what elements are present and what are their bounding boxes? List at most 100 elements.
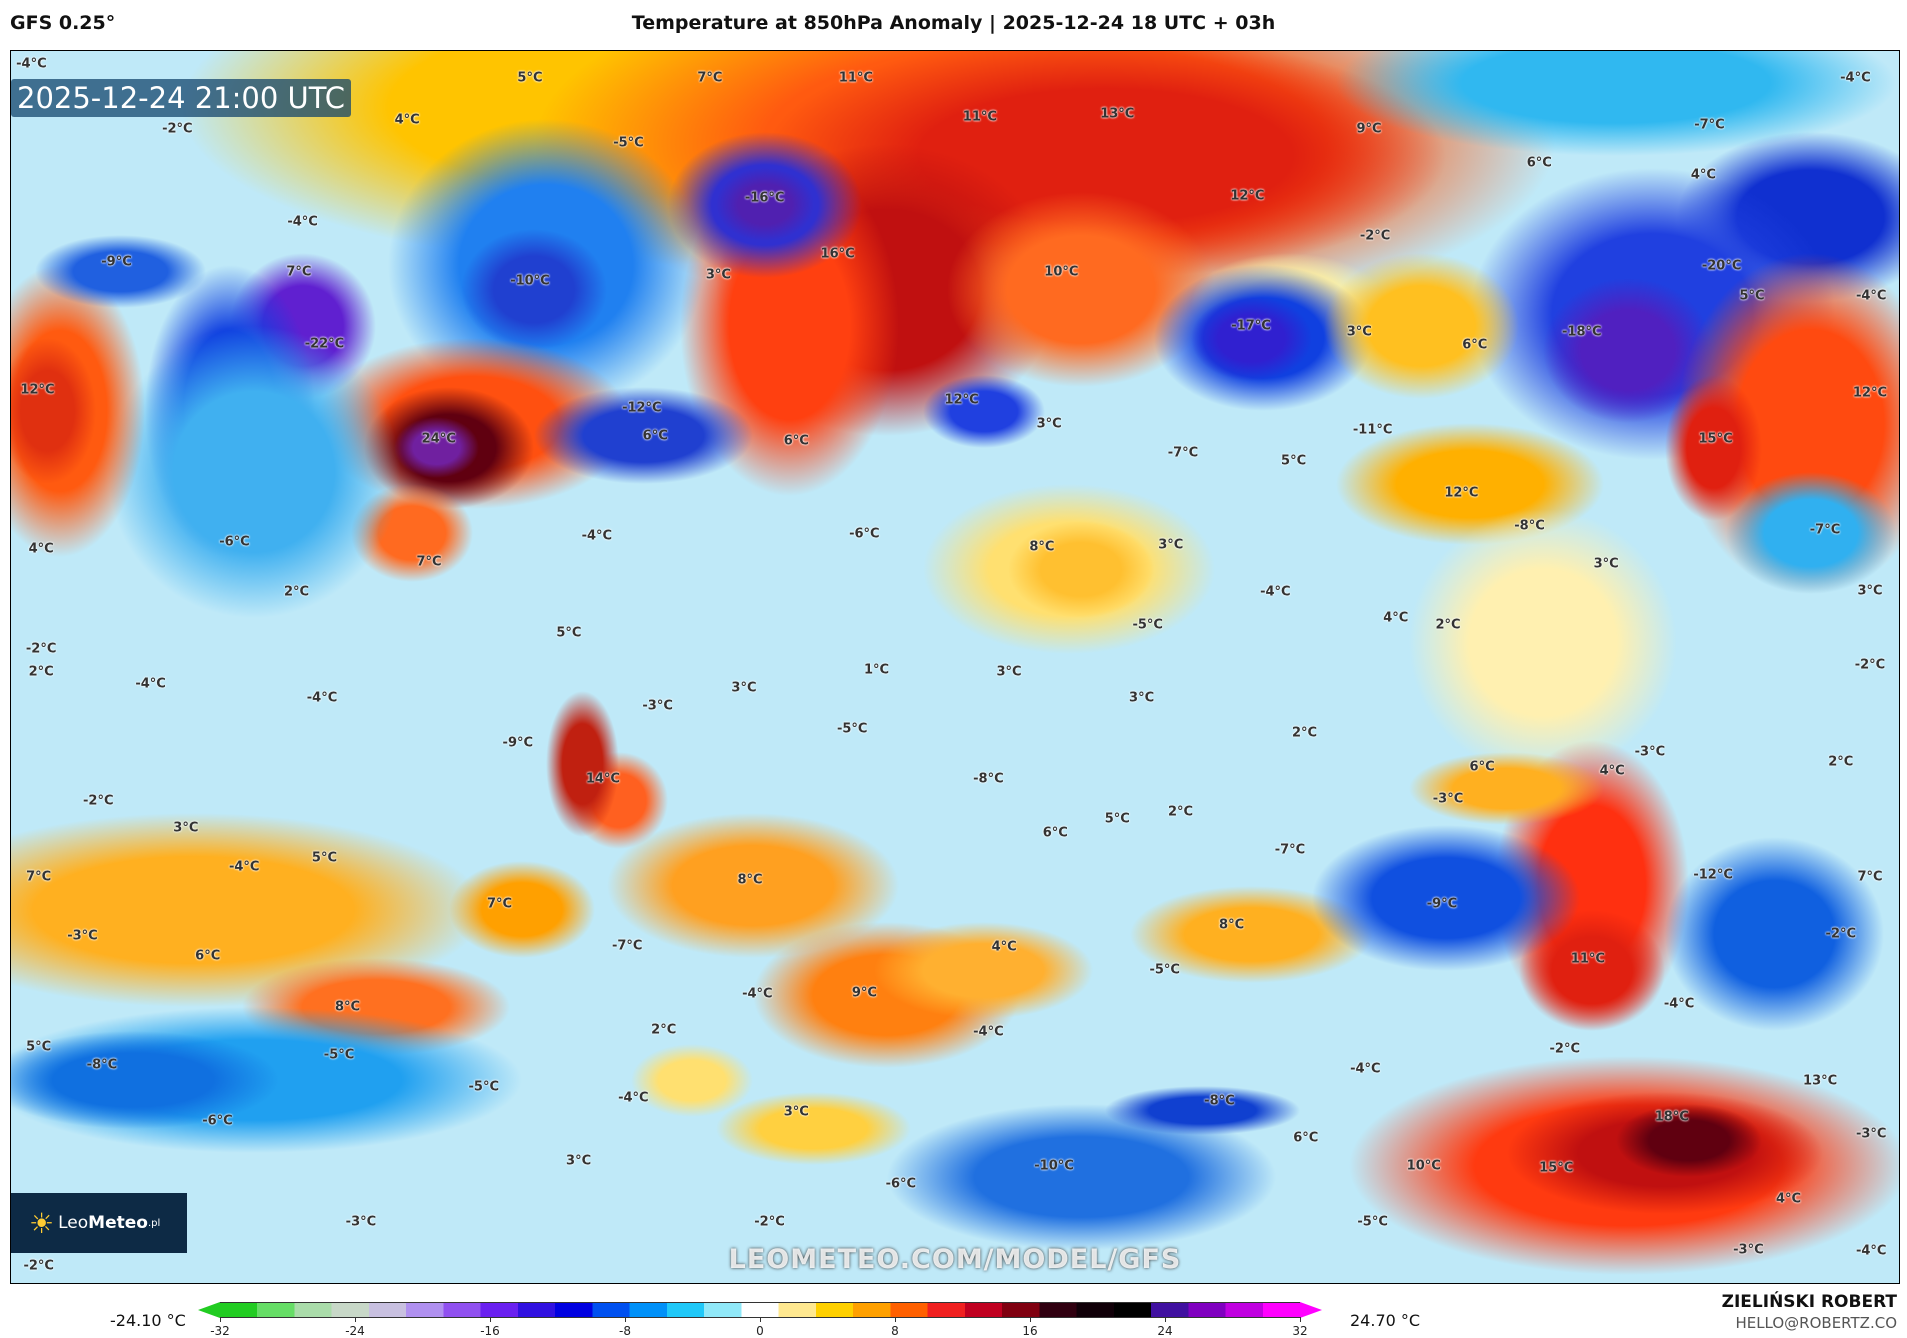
temperature-label: 2°C <box>651 1022 677 1038</box>
temperature-label: 6°C <box>1526 155 1552 171</box>
colorbar-max-arrow <box>1300 1302 1322 1318</box>
temperature-label: 8°C <box>1029 539 1055 555</box>
colorbar-tick-label: 16 <box>1022 1324 1038 1338</box>
temperature-label: 3°C <box>783 1104 809 1120</box>
temperature-label: 3°C <box>731 680 757 696</box>
temperature-label: -2°C <box>162 121 193 137</box>
temperature-label: 12°C <box>944 392 979 408</box>
temperature-label: -4°C <box>287 214 318 230</box>
temperature-label: 6°C <box>1462 337 1488 353</box>
temperature-label: 8°C <box>335 999 361 1015</box>
temperature-label: 7°C <box>416 554 442 570</box>
anomaly-region <box>923 374 1045 448</box>
anomaly-region <box>1190 295 1313 381</box>
temperature-label: 3°C <box>1593 556 1619 572</box>
temperature-label: -7°C <box>1694 117 1725 133</box>
temperature-label: 16°C <box>820 246 855 262</box>
field-max-value: 24.70 °C <box>1350 1311 1421 1330</box>
anomaly-region <box>1725 472 1896 594</box>
temperature-label: 2°C <box>1292 725 1318 741</box>
temperature-label: 6°C <box>783 433 809 449</box>
valid-time-badge: 2025-12-24 21:00 UTC <box>11 79 352 117</box>
temperature-label: 8°C <box>737 872 763 888</box>
temperature-label: -20°C <box>1701 258 1742 274</box>
anomaly-region <box>1409 508 1677 777</box>
temperature-label: -11°C <box>1352 422 1393 438</box>
temperature-label: -4°C <box>973 1024 1004 1040</box>
temperature-label: 6°C <box>642 428 668 444</box>
temperature-label: -17°C <box>1231 318 1271 334</box>
temperature-label: 13°C <box>1100 106 1135 122</box>
author-email[interactable]: HELLO@ROBERTZ.CO <box>1735 1314 1897 1332</box>
temperature-label: 12°C <box>20 382 55 398</box>
colorbar-tick-label: -24 <box>345 1324 365 1338</box>
anomaly-region <box>448 861 595 959</box>
temperature-label: -2°C <box>1854 657 1886 673</box>
temperature-label: 6°C <box>1042 825 1068 841</box>
sun-icon: ☀ <box>29 1206 55 1240</box>
anomaly-region <box>1616 1104 1763 1178</box>
anomaly-region <box>394 417 480 479</box>
colorbar-tick-label: -16 <box>480 1324 500 1338</box>
temperature-label: -3°C <box>1733 1242 1764 1258</box>
temperature-label: 3°C <box>1346 324 1372 340</box>
anomaly-region <box>1105 1086 1300 1135</box>
temperature-label: -2°C <box>23 1258 54 1274</box>
temperature-label: -16°C <box>744 190 785 206</box>
temperature-label: -4°C <box>1663 996 1695 1012</box>
temperature-label: 4°C <box>991 939 1017 955</box>
temperature-label: 3°C <box>1158 537 1184 553</box>
model-name: GFS 0.25° <box>10 12 116 34</box>
leometeo-logo[interactable]: ☀ Leo Meteo .pl <box>11 1193 187 1253</box>
anomaly-region <box>108 326 401 618</box>
map-title: Temperature at 850hPa Anomaly | 2025-12-… <box>631 12 1276 34</box>
anomaly-region <box>1324 253 1519 400</box>
temperature-label: 1°C <box>863 662 890 678</box>
temperature-label: 5°C <box>1739 288 1765 304</box>
temperature-label: 10°C <box>1406 1158 1441 1174</box>
weather-map: -4°C 5°C 7°C 11°C -4°C -2°C 4°C 11°C 13°C 9°C -7°C… <box>10 50 1900 1284</box>
temperature-label: -9°C <box>502 735 534 751</box>
temperature-label: -4°C <box>742 986 773 1002</box>
temperature-label: -22°C <box>304 336 345 352</box>
temperature-label: 5°C <box>1281 453 1307 469</box>
temperature-label: -4°C <box>581 528 613 544</box>
colorbar-tick-label: 0 <box>756 1324 764 1338</box>
temperature-label: -4°C <box>306 690 338 706</box>
colorbar-tick-mark <box>1165 1317 1166 1322</box>
temperature-label: 11°C <box>1570 951 1605 967</box>
temperature-label: 7°C <box>1857 869 1883 885</box>
temperature-label: 4°C <box>1775 1191 1802 1207</box>
temperature-label: -2°C <box>1549 1041 1581 1057</box>
temperature-label: -4°C <box>135 676 166 692</box>
temperature-label: -2°C <box>1825 926 1857 942</box>
temperature-label: 5°C <box>556 625 582 641</box>
temperature-label: -4°C <box>228 859 260 875</box>
temperature-label: -10°C <box>1034 1158 1074 1174</box>
temperature-label: 14°C <box>585 771 620 787</box>
colorbar-tick-mark <box>895 1317 896 1322</box>
field-min-value: -24.10 °C <box>110 1311 186 1330</box>
temperature-label: -6°C <box>849 526 880 542</box>
temperature-label: -8°C <box>1204 1093 1235 1109</box>
temperature-label: 3°C <box>705 267 731 283</box>
temperature-label: -7°C <box>611 938 643 954</box>
temperature-label: 4°C <box>1690 167 1716 183</box>
temperature-label: 13°C <box>1803 1073 1838 1089</box>
colorbar-tick-mark <box>1300 1317 1301 1322</box>
temperature-label: -9°C <box>1426 896 1458 912</box>
temperature-label: 3°C <box>1857 583 1883 599</box>
temperature-label: 4°C <box>28 541 54 557</box>
colorbar-tick-label: 32 <box>1292 1324 1308 1338</box>
temperature-label: 9°C <box>1356 121 1382 137</box>
temperature-label: 3°C <box>566 1153 592 1169</box>
temperature-label: 5°C <box>1104 811 1130 827</box>
anomaly-region <box>716 168 814 242</box>
temperature-label: 2°C <box>1828 754 1854 770</box>
logo-text-bold: Meteo <box>88 1213 148 1233</box>
colorbar-tick-label: 8 <box>891 1324 899 1338</box>
temperature-label: 3°C <box>996 664 1022 680</box>
temperature-label: -2°C <box>1359 228 1391 244</box>
temperature-label: -8°C <box>86 1057 118 1073</box>
anomaly-region <box>11 338 97 485</box>
